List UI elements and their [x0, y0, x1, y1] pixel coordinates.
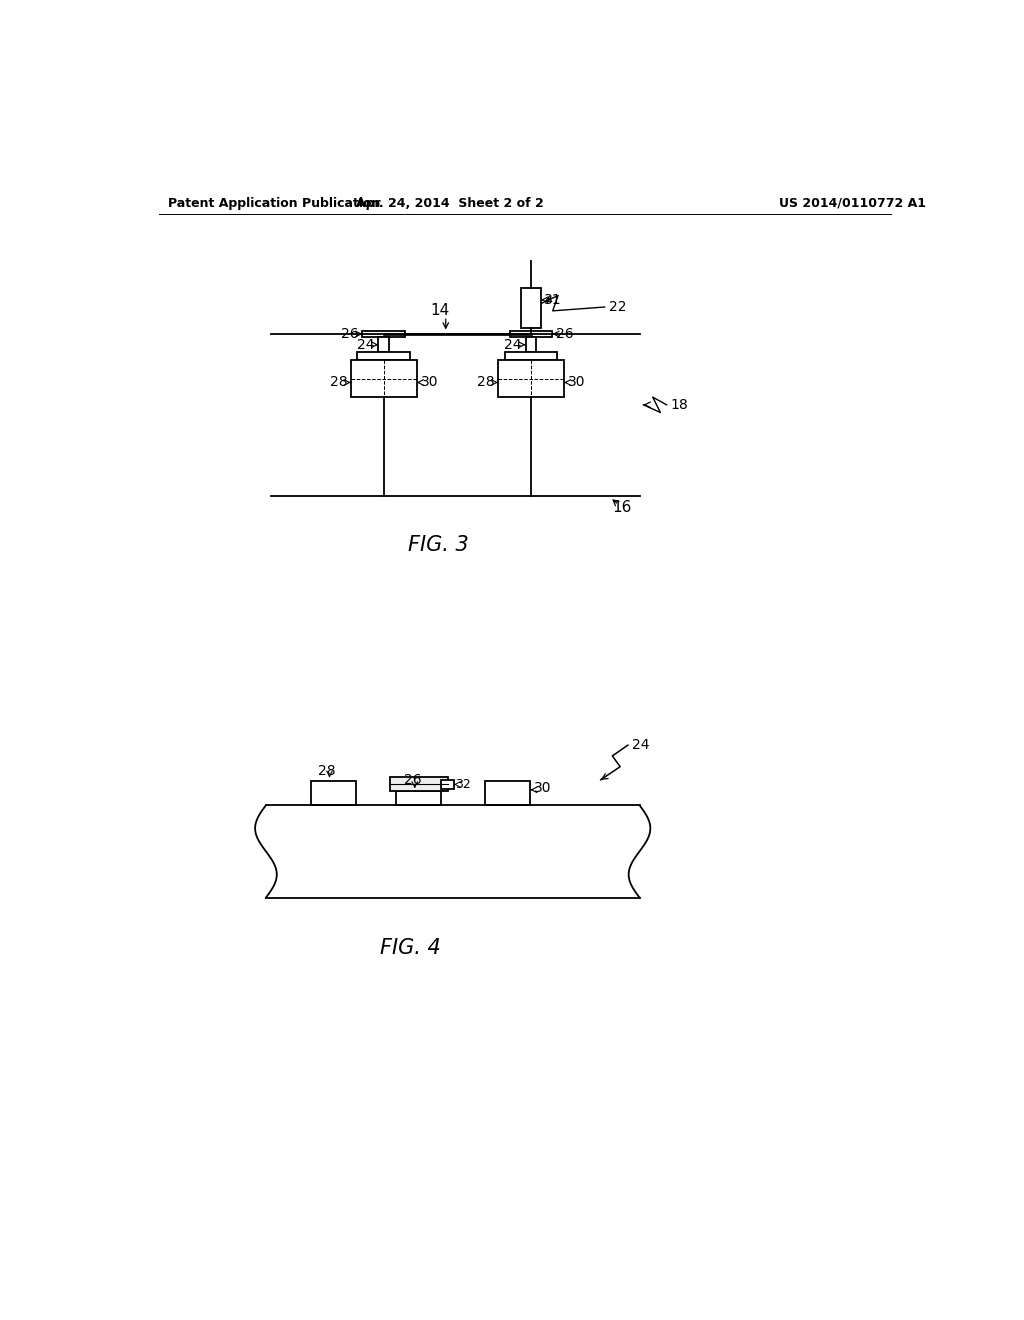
Bar — [485, 780, 530, 805]
Text: 32: 32 — [456, 777, 471, 791]
Bar — [351, 360, 417, 397]
Text: 24: 24 — [632, 738, 649, 752]
Text: 24: 24 — [504, 338, 521, 351]
Bar — [311, 780, 356, 805]
Text: FIG. 3: FIG. 3 — [408, 535, 468, 554]
Text: 26: 26 — [341, 327, 358, 341]
Text: 22: 22 — [608, 300, 626, 314]
Text: 28: 28 — [477, 375, 495, 389]
Text: 30: 30 — [568, 375, 586, 389]
Bar — [498, 360, 564, 397]
Bar — [389, 777, 447, 792]
Text: 28: 28 — [330, 375, 348, 389]
Bar — [521, 288, 541, 327]
Text: 30: 30 — [535, 781, 552, 795]
Text: 31: 31 — [544, 293, 562, 306]
Text: 14: 14 — [431, 304, 450, 318]
Text: 24: 24 — [357, 338, 375, 351]
Bar — [510, 331, 552, 337]
Text: US 2014/0110772 A1: US 2014/0110772 A1 — [779, 197, 926, 210]
Bar — [357, 352, 410, 360]
Text: Patent Application Publication: Patent Application Publication — [168, 197, 381, 210]
Text: Apr. 24, 2014  Sheet 2 of 2: Apr. 24, 2014 Sheet 2 of 2 — [355, 197, 544, 210]
Text: 26: 26 — [403, 772, 421, 787]
Bar — [525, 337, 537, 352]
Bar — [441, 780, 454, 789]
Text: 30: 30 — [421, 375, 438, 389]
Text: 16: 16 — [612, 500, 632, 515]
Text: FIG. 4: FIG. 4 — [381, 937, 441, 957]
Text: 18: 18 — [671, 397, 688, 412]
Bar — [378, 337, 389, 352]
Bar — [362, 331, 406, 337]
Bar — [396, 792, 441, 805]
Text: 28: 28 — [318, 764, 336, 779]
Text: 26: 26 — [556, 327, 573, 341]
Bar — [505, 352, 557, 360]
